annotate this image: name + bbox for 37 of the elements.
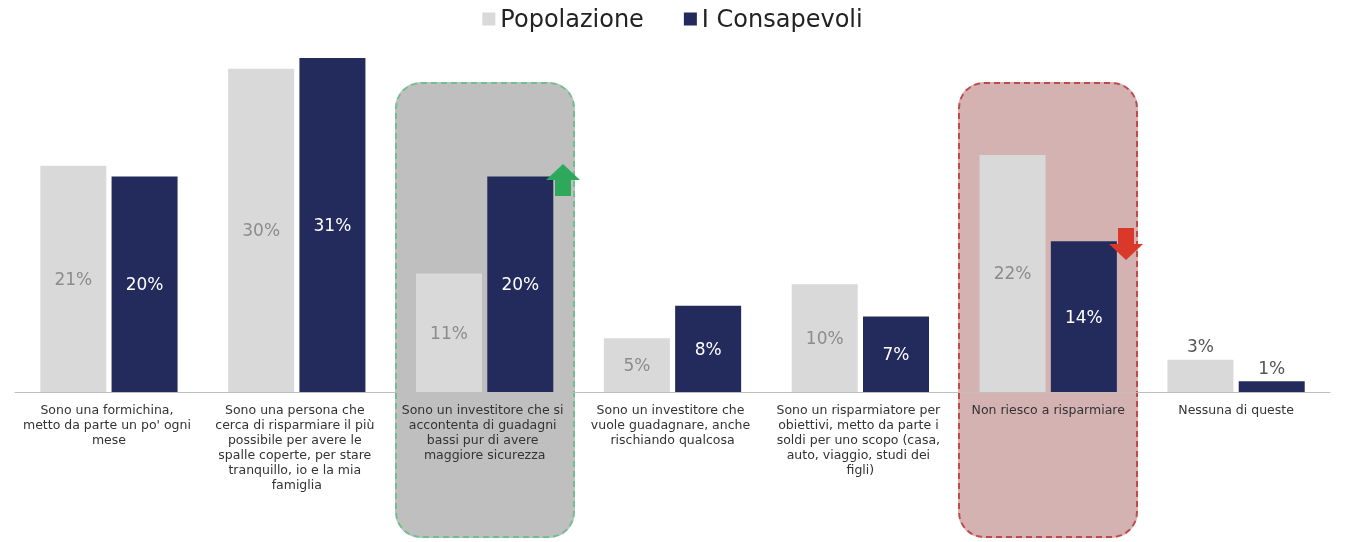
bar xyxy=(299,58,366,392)
bar xyxy=(416,273,482,392)
x-tick-label: Sono un investitore che vuole guadagnare, anche rischiando qualcosa xyxy=(590,402,755,447)
data-label: 30% xyxy=(242,220,281,241)
bar xyxy=(1167,359,1234,392)
data-label: 5% xyxy=(623,355,651,376)
data-label: 1% xyxy=(1258,357,1286,378)
bar xyxy=(487,176,554,392)
x-tick-label: Non riesco a risparmiare xyxy=(971,402,1126,417)
data-label: 11% xyxy=(430,322,468,343)
data-label: 10% xyxy=(805,328,844,349)
data-label: 20% xyxy=(125,274,164,295)
data-label: 20% xyxy=(501,274,540,295)
data-label: 8% xyxy=(694,338,722,359)
bar xyxy=(979,154,1046,392)
x-tick-label: Nessuna di queste xyxy=(1178,402,1295,417)
x-tick-label: Sono una persona che cerca di risparmiare il più possibile per avere le spalle coperte, per stare tranquillo, io e la mia famiglia xyxy=(215,402,379,492)
data-label: 31% xyxy=(313,215,352,235)
data-label: 14% xyxy=(1064,306,1103,327)
bar xyxy=(675,305,742,392)
legend-label: I Consapevoli xyxy=(701,5,863,33)
x-tick-label: Sono un investitore che si accontenta di guadagni bassi pur di avere maggiore sicurezza xyxy=(401,402,568,462)
x-tick-label: Sono una formichina, metto da parte un po' ogni mese xyxy=(22,402,195,447)
data-label: 7% xyxy=(882,344,910,365)
x-tick-label: Sono un risparmiatore per obiettivi, metto da parte i soldi per uno scopo (casa, auto, viaggio, studi dei figli) xyxy=(776,402,945,477)
bar xyxy=(1050,241,1117,392)
legend-label: Popolazione xyxy=(500,5,644,33)
bar xyxy=(228,68,295,392)
bar xyxy=(111,176,178,392)
data-label: 21% xyxy=(54,268,93,289)
bar xyxy=(40,165,107,392)
bar xyxy=(1238,381,1305,392)
bar xyxy=(791,284,858,392)
data-label: 3% xyxy=(1186,336,1214,357)
data-label: 22% xyxy=(993,263,1032,284)
bar xyxy=(863,316,929,392)
bar xyxy=(603,338,670,392)
